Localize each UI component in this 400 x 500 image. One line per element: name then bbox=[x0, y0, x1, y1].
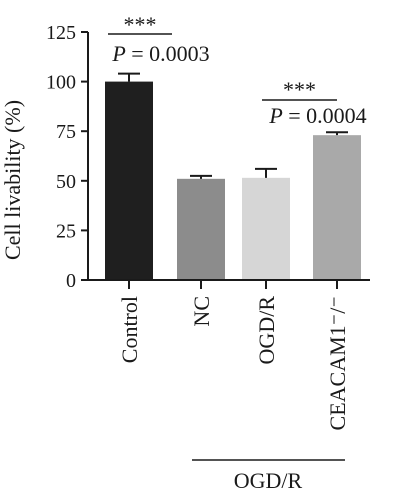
category-label: NC bbox=[189, 296, 214, 327]
bars bbox=[105, 81, 361, 280]
bar bbox=[177, 178, 225, 280]
category-labels: Control NC OGD/R CEACAM1⁻/⁻ bbox=[117, 296, 350, 431]
significance-annotations: ***P = 0.0003***P = 0.0004 bbox=[108, 12, 367, 128]
y-tick-label: 0 bbox=[66, 270, 76, 292]
error-bar bbox=[118, 72, 140, 82]
y-tick-label: 75 bbox=[56, 121, 76, 143]
y-axis: 0 25 50 75 100 125 bbox=[46, 22, 89, 292]
category-label: Control bbox=[117, 296, 142, 363]
p-value-label: P = 0.0003 bbox=[111, 41, 209, 66]
significance-stars: *** bbox=[124, 12, 157, 37]
bar bbox=[105, 81, 153, 280]
error-bars bbox=[118, 72, 348, 179]
error-bar bbox=[255, 167, 277, 178]
y-tick-label: 125 bbox=[46, 22, 76, 44]
y-tick-label: 50 bbox=[56, 171, 76, 193]
group-bracket: OGD/R bbox=[192, 459, 345, 493]
bar bbox=[242, 177, 290, 280]
significance-stars: *** bbox=[283, 77, 316, 102]
bar bbox=[313, 135, 361, 280]
y-axis-title: Cell livability (%) bbox=[0, 100, 25, 260]
p-value-label: P = 0.0004 bbox=[268, 103, 366, 128]
error-bar bbox=[326, 131, 348, 136]
y-tick-label: 25 bbox=[56, 220, 76, 242]
y-tick-label: 100 bbox=[46, 72, 76, 94]
category-label: OGD/R bbox=[254, 296, 279, 365]
category-label: CEACAM1⁻/⁻ bbox=[325, 296, 350, 430]
x-axis-ticks bbox=[128, 280, 338, 289]
error-bar bbox=[190, 174, 212, 179]
group-label: OGD/R bbox=[234, 468, 303, 493]
